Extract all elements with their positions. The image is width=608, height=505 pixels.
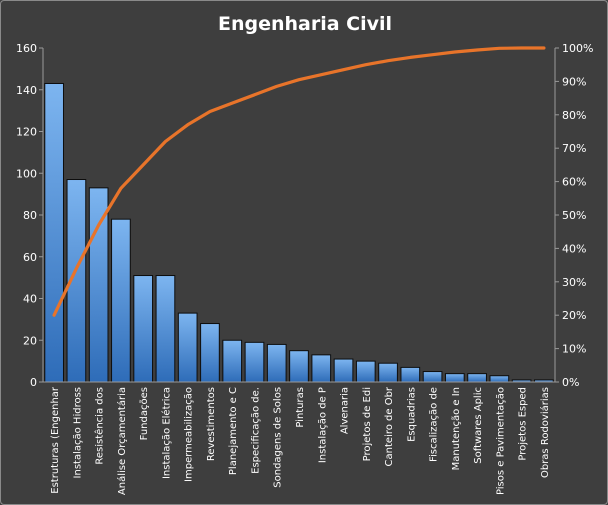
x-category-label: Fundações	[139, 387, 150, 440]
x-category-label: Projetos Esped	[518, 387, 529, 461]
bar	[111, 218, 131, 383]
x-category-label: Análise Orçamentária	[116, 387, 128, 495]
bar	[289, 350, 309, 383]
y-right-tick-label: 70%	[562, 142, 586, 155]
chart-title: Engenharia Civil	[218, 13, 392, 35]
x-axis-labels: Estruturas (Engenhar Instalação Hidross Re…	[50, 386, 551, 495]
y-left-tick-label: 100	[16, 167, 37, 180]
bar	[200, 323, 220, 383]
bar-series	[44, 82, 554, 383]
bar	[355, 360, 376, 383]
x-category-label: Obras Rodoviárias	[539, 387, 551, 478]
x-category-label: Especificação de.	[251, 387, 262, 474]
x-category-label: Instalação de P	[317, 387, 328, 463]
y-right-tick-label: 100%	[562, 42, 593, 55]
y-right-tick-label: 10%	[562, 343, 586, 356]
x-category-label: Canteiro de Obr	[384, 386, 395, 466]
x-category-label: Esquadrias	[406, 387, 417, 442]
x-category-label: Pinturas	[295, 387, 306, 428]
x-category-label: Revestimentos	[206, 387, 217, 461]
y-left-tick-label: 140	[16, 84, 37, 97]
x-category-label: Resistência dos	[94, 387, 106, 465]
bar	[444, 373, 465, 383]
y-left-tick-label: 80	[23, 209, 37, 222]
y-right-tick-label: 30%	[562, 276, 586, 289]
y-left-tick-label: 20	[23, 334, 37, 347]
y-axis-left: 0 20 40 60 80 100 120 140 160	[16, 42, 43, 389]
x-category-label: Instalação Elétrica	[160, 387, 172, 479]
y-left-tick-label: 160	[16, 42, 37, 55]
y-right-tick-label: 50%	[562, 209, 586, 222]
x-category-label: Alvenaria	[340, 387, 351, 434]
x-category-label: Fiscalização de	[429, 387, 440, 462]
bar	[489, 375, 510, 383]
x-category-label: Manutenção e In	[451, 387, 462, 470]
bar	[222, 339, 243, 383]
bar	[44, 82, 64, 383]
bar	[467, 373, 487, 383]
bar	[333, 358, 354, 383]
x-category-label: Pisos e Pavimentação	[495, 387, 506, 495]
y-right-tick-label: 90%	[562, 75, 586, 88]
bar	[311, 354, 332, 383]
y-right-tick-label: 80%	[562, 109, 586, 122]
x-category-label: Sondagens de Solos	[273, 387, 284, 488]
bar	[133, 275, 154, 383]
y-right-tick-label: 60%	[562, 176, 586, 189]
y-right-tick-label: 40%	[562, 242, 586, 255]
x-category-label: Planejamento e C	[228, 387, 239, 475]
axis-lines	[42, 48, 556, 383]
bar	[244, 341, 265, 383]
x-category-label: Projetos de Edi	[362, 387, 373, 461]
cumulative-line	[52, 46, 546, 317]
y-left-tick-label: 60	[23, 251, 37, 264]
y-left-tick-label: 0	[30, 376, 37, 389]
y-left-tick-label: 40	[23, 293, 37, 306]
y-axis-right: 0% 10% 20% 30% 40% 50% 60% 70% 80% 90% 100%	[555, 42, 593, 389]
bar	[177, 312, 198, 383]
bar	[400, 366, 421, 383]
x-category-label: Instalação Hidross	[72, 387, 83, 478]
bar	[266, 343, 287, 383]
bar	[422, 371, 443, 383]
x-category-label: Impermeabilização	[184, 387, 195, 482]
y-right-tick-label: 20%	[562, 309, 586, 322]
y-left-tick-label: 120	[16, 126, 37, 139]
x-category-label: Softwares Aplic	[473, 387, 484, 464]
cumulative-line-series	[52, 46, 546, 317]
bar	[155, 275, 176, 383]
bar	[378, 362, 398, 383]
x-category-label: Estruturas (Engenhar	[50, 386, 61, 494]
y-right-tick-label: 0%	[562, 376, 579, 389]
